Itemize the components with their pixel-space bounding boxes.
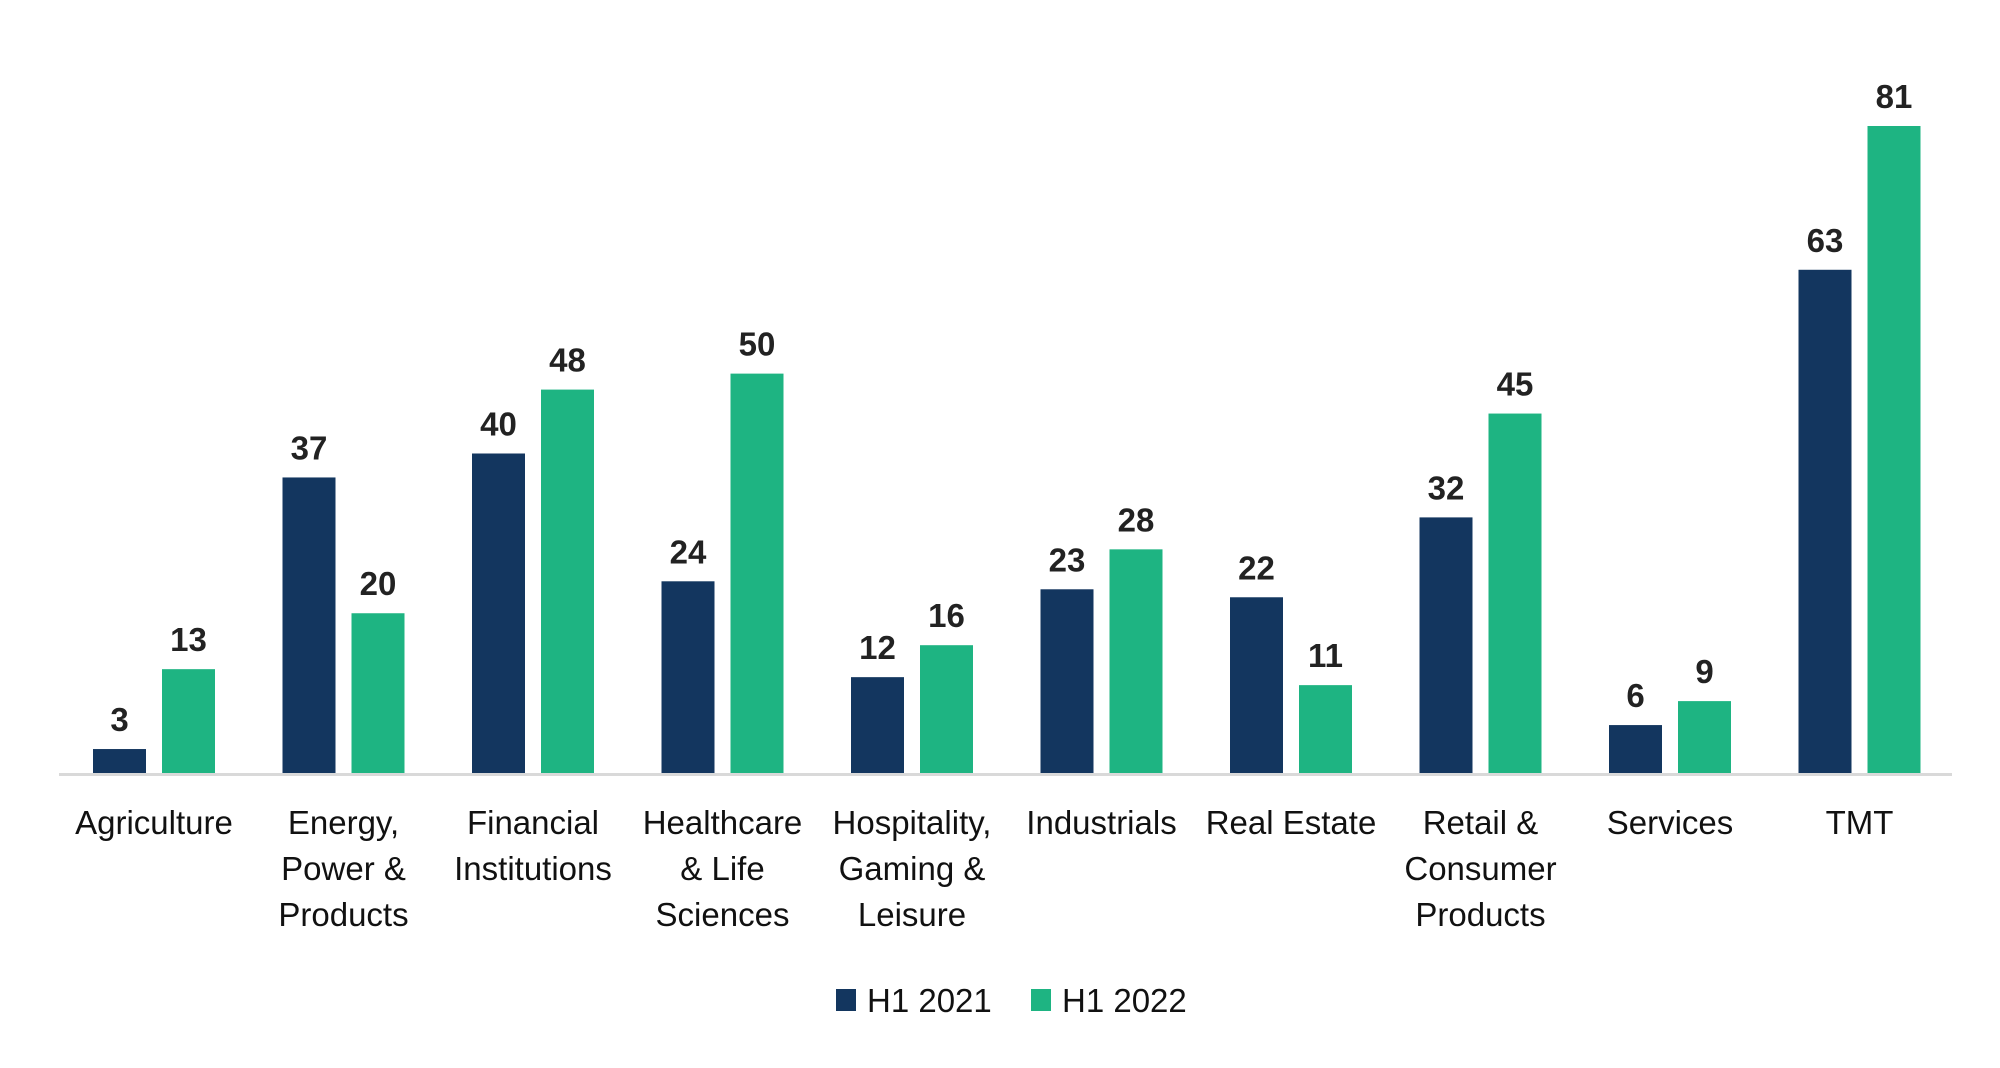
data-label: 9 <box>1695 653 1713 690</box>
bar-h1-2022 <box>920 645 973 773</box>
bar-h1-2021 <box>1798 269 1852 773</box>
bar-h1-2022 <box>730 373 784 773</box>
category-label: Energy, <box>288 804 399 841</box>
bar-h1-2021 <box>1419 517 1473 773</box>
legend-label: H1 2021 <box>867 982 992 1019</box>
category-label: TMT <box>1826 804 1894 841</box>
bar-h1-2021 <box>472 453 525 773</box>
bar-h1-2022 <box>1488 413 1542 773</box>
data-label: 20 <box>360 565 397 602</box>
category-label: Retail & <box>1423 804 1539 841</box>
data-label: 48 <box>549 342 586 379</box>
data-label: 22 <box>1238 549 1275 586</box>
bar-h1-2021 <box>1230 597 1283 773</box>
category-label: Hospitality, <box>833 804 992 841</box>
category-label: Power & <box>281 850 406 887</box>
bar-h1-2021 <box>851 677 904 773</box>
legend-swatch <box>836 989 856 1011</box>
bar-h1-2022 <box>541 389 594 773</box>
bar-h1-2021 <box>1609 725 1662 773</box>
bar-h1-2022 <box>1299 685 1352 773</box>
category-label: & Life <box>680 850 764 887</box>
data-label: 40 <box>480 405 517 442</box>
data-label: 12 <box>859 629 896 666</box>
bar-h1-2021 <box>282 477 336 773</box>
bar-h1-2022 <box>1109 549 1163 773</box>
category-label: Financial <box>467 804 599 841</box>
category-label: Healthcare <box>643 804 803 841</box>
data-label: 28 <box>1118 501 1155 538</box>
bar-h1-2022 <box>1867 126 1921 773</box>
category-label: Consumer <box>1404 850 1556 887</box>
data-label: 13 <box>170 621 207 658</box>
category-label: Sciences <box>656 896 790 933</box>
category-label: Services <box>1607 804 1734 841</box>
data-label: 6 <box>1626 677 1644 714</box>
bar-h1-2021 <box>661 581 715 773</box>
category-label: Products <box>1415 896 1545 933</box>
data-label: 16 <box>928 597 965 634</box>
category-label: Institutions <box>454 850 612 887</box>
category-label: Real Estate <box>1206 804 1377 841</box>
bar-h1-2022 <box>162 669 215 773</box>
category-label: Leisure <box>858 896 966 933</box>
data-label: 11 <box>1308 637 1343 674</box>
category-label: Agriculture <box>75 804 233 841</box>
data-label: 63 <box>1807 222 1844 259</box>
data-label: 3 <box>110 701 128 738</box>
bar-h1-2022 <box>351 613 405 773</box>
legend-label: H1 2022 <box>1062 982 1187 1019</box>
category-label: Industrials <box>1026 804 1176 841</box>
data-label: 32 <box>1428 469 1465 506</box>
category-label: Gaming & <box>839 850 986 887</box>
data-label: 50 <box>739 326 776 363</box>
bar-h1-2022 <box>1678 701 1731 773</box>
category-label: Products <box>278 896 408 933</box>
data-label: 81 <box>1876 78 1913 115</box>
data-label: 24 <box>670 533 707 570</box>
bar-h1-2021 <box>1040 589 1094 773</box>
data-label: 23 <box>1049 541 1086 578</box>
data-label: 45 <box>1497 366 1534 403</box>
legend-swatch <box>1031 989 1051 1011</box>
data-label: 37 <box>291 429 328 466</box>
bar-h1-2021 <box>93 749 146 773</box>
